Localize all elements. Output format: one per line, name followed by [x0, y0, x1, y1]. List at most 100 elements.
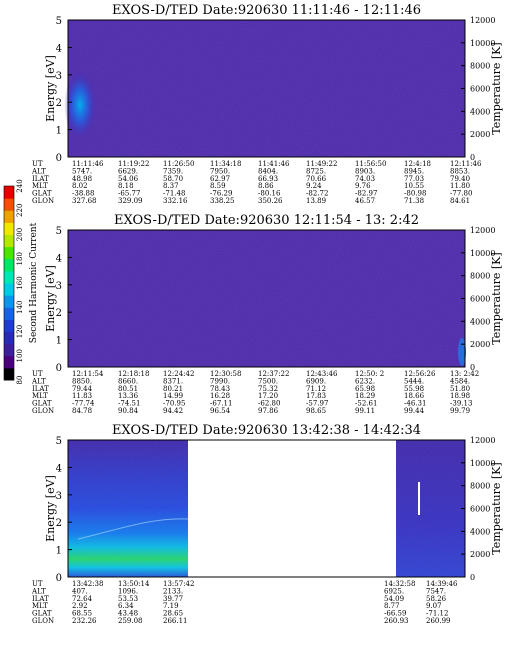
ephemeris-value: 407. — [72, 587, 88, 595]
ephemeris-value: 13:50:14 — [118, 580, 150, 588]
ephemeris-row-label: MLT — [32, 182, 48, 190]
y-tick-label: 4 — [56, 43, 62, 54]
ephemeris-value: 13:57:42 — [163, 580, 194, 588]
ephemeris-value: 12:43:46 — [306, 370, 338, 378]
colorbar-frame — [3, 185, 15, 381]
ephemeris-value: 43.48 — [118, 610, 138, 618]
y-tick-label: 2 — [56, 98, 62, 109]
ephemeris-row-label: GLON — [32, 617, 54, 625]
ephemeris-value: 7950. — [210, 167, 230, 175]
y-tick-label: 3 — [56, 281, 62, 292]
y-tick-label: 0 — [56, 153, 62, 164]
y2-tick-label: 2000 — [470, 340, 490, 349]
ephemeris-value: 7.19 — [163, 602, 179, 610]
y2-tick-label: 10000 — [470, 459, 495, 468]
ephemeris-row-label: ILAT — [32, 595, 49, 603]
colorbar-tick-label: 140 — [16, 301, 24, 314]
ephemeris-value: 14:39:46 — [426, 580, 458, 588]
ephemeris-value: 8.02 — [72, 182, 88, 190]
y2-tick-label: 0 — [470, 153, 475, 162]
ephemeris-value: 12:4:18 — [404, 160, 431, 168]
colorbar-segment — [4, 307, 14, 320]
ephemeris-value: -52.61 — [355, 400, 377, 408]
ephemeris-value: 79.44 — [72, 385, 93, 393]
ephemeris-value: -82.97 — [355, 190, 377, 198]
colorbar-label: Second Harmonic Current — [29, 222, 39, 343]
ephemeris-value: 14.99 — [163, 392, 183, 400]
ephemeris-value: 13.36 — [118, 392, 139, 400]
colorbar-segment — [4, 210, 14, 223]
colorbar-segment — [4, 186, 14, 199]
ephemeris-value: -76.29 — [210, 190, 232, 198]
ephemeris-value: -67.11 — [210, 400, 232, 408]
spectrogram-noise — [68, 20, 465, 157]
temperature-trace — [77, 518, 189, 540]
y2-tick-label: 10000 — [470, 249, 495, 258]
ephemeris-value: 8.18 — [118, 182, 134, 190]
ephemeris-value: 1096. — [118, 587, 138, 595]
y2-tick-label: 12000 — [470, 436, 495, 445]
ephemeris-row-label: ILAT — [32, 175, 49, 183]
ephemeris-value: 12:37:22 — [258, 370, 289, 378]
colorbar-segment — [4, 319, 14, 332]
colorbar-segment — [4, 270, 14, 284]
ephemeris-value: -62.80 — [258, 400, 280, 408]
ephemeris-value: 8404. — [258, 167, 278, 175]
ephemeris-value: 8.86 — [258, 182, 274, 190]
y2-tick-label: 8000 — [470, 62, 490, 71]
y-tick-label: 2 — [56, 518, 62, 529]
panel-title: EXOS-D/TED Date:920630 11:11:46 - 12:11:… — [112, 3, 421, 18]
ephemeris-value: 99.44 — [404, 407, 425, 415]
ephemeris-value: 80.51 — [118, 385, 138, 393]
ephemeris-value: 28.65 — [163, 610, 183, 618]
ephemeris-row-label: ALT — [31, 167, 46, 175]
ephemeris-value: 9.24 — [306, 182, 322, 190]
colorbar-segment — [4, 258, 14, 272]
colorbar-segment — [4, 198, 14, 211]
y-tick-label: 3 — [56, 71, 62, 82]
ephemeris-value: 46.57 — [355, 197, 375, 205]
ephemeris-value: 7359. — [163, 167, 183, 175]
ephemeris-value: 11:34:18 — [210, 160, 241, 168]
ephemeris-value: 12:50: 2 — [355, 370, 384, 378]
ephemeris-value: 58.26 — [426, 595, 447, 603]
ephemeris-value: 11:26:50 — [163, 160, 194, 168]
colorbar-tick-label: 220 — [16, 204, 24, 217]
ephemeris-value: -77.80 — [450, 190, 472, 198]
colorbar-tick-label: 240 — [16, 179, 24, 192]
ephemeris-value: 7500. — [258, 377, 278, 385]
ephemeris-value: 12:24:42 — [163, 370, 194, 378]
y-tick-label: 4 — [56, 253, 62, 264]
ephemeris-value: 11:56:50 — [355, 160, 386, 168]
ephemeris-value: 12:11:54 — [72, 370, 104, 378]
ephemeris-value: 18.66 — [404, 392, 425, 400]
ephemeris-value: 6629. — [118, 167, 138, 175]
y-tick-label: 0 — [56, 573, 62, 584]
colorbar-segment — [4, 355, 14, 369]
ephemeris-value: 8660. — [118, 377, 138, 385]
y-tick-label: 1 — [56, 336, 62, 347]
ephemeris-value: 5747. — [72, 167, 92, 175]
y2-tick-label: 6000 — [470, 505, 490, 514]
ephemeris-value: 66.93 — [258, 175, 278, 183]
ephemeris-row-label: MLT — [32, 602, 48, 610]
y-tick-label: 0 — [56, 363, 62, 374]
ephemeris-value: 338.25 — [210, 197, 235, 205]
ephemeris-value: 11:41:46 — [258, 160, 290, 168]
ephemeris-value: 58.70 — [163, 175, 183, 183]
y2-tick-label: 8000 — [470, 482, 490, 491]
ephemeris-value: -74.51 — [118, 400, 140, 408]
ephemeris-value: 8.77 — [384, 602, 400, 610]
colorbar-tick-label: 180 — [16, 252, 24, 265]
ephemeris-value: 70.66 — [306, 175, 327, 183]
y-tick-label: 5 — [56, 226, 62, 237]
ephemeris-value: 8903. — [355, 167, 375, 175]
ephemeris-value: 62.97 — [210, 175, 230, 183]
y2-axis-label: Temperature [K] — [490, 252, 503, 344]
y-axis-label: Energy [eV] — [44, 55, 57, 122]
ephemeris-value: 332.16 — [163, 197, 188, 205]
ephemeris-value: 74.03 — [355, 175, 375, 183]
ephemeris-value: 71.12 — [306, 385, 326, 393]
ephemeris-value: -77.74 — [72, 400, 95, 408]
